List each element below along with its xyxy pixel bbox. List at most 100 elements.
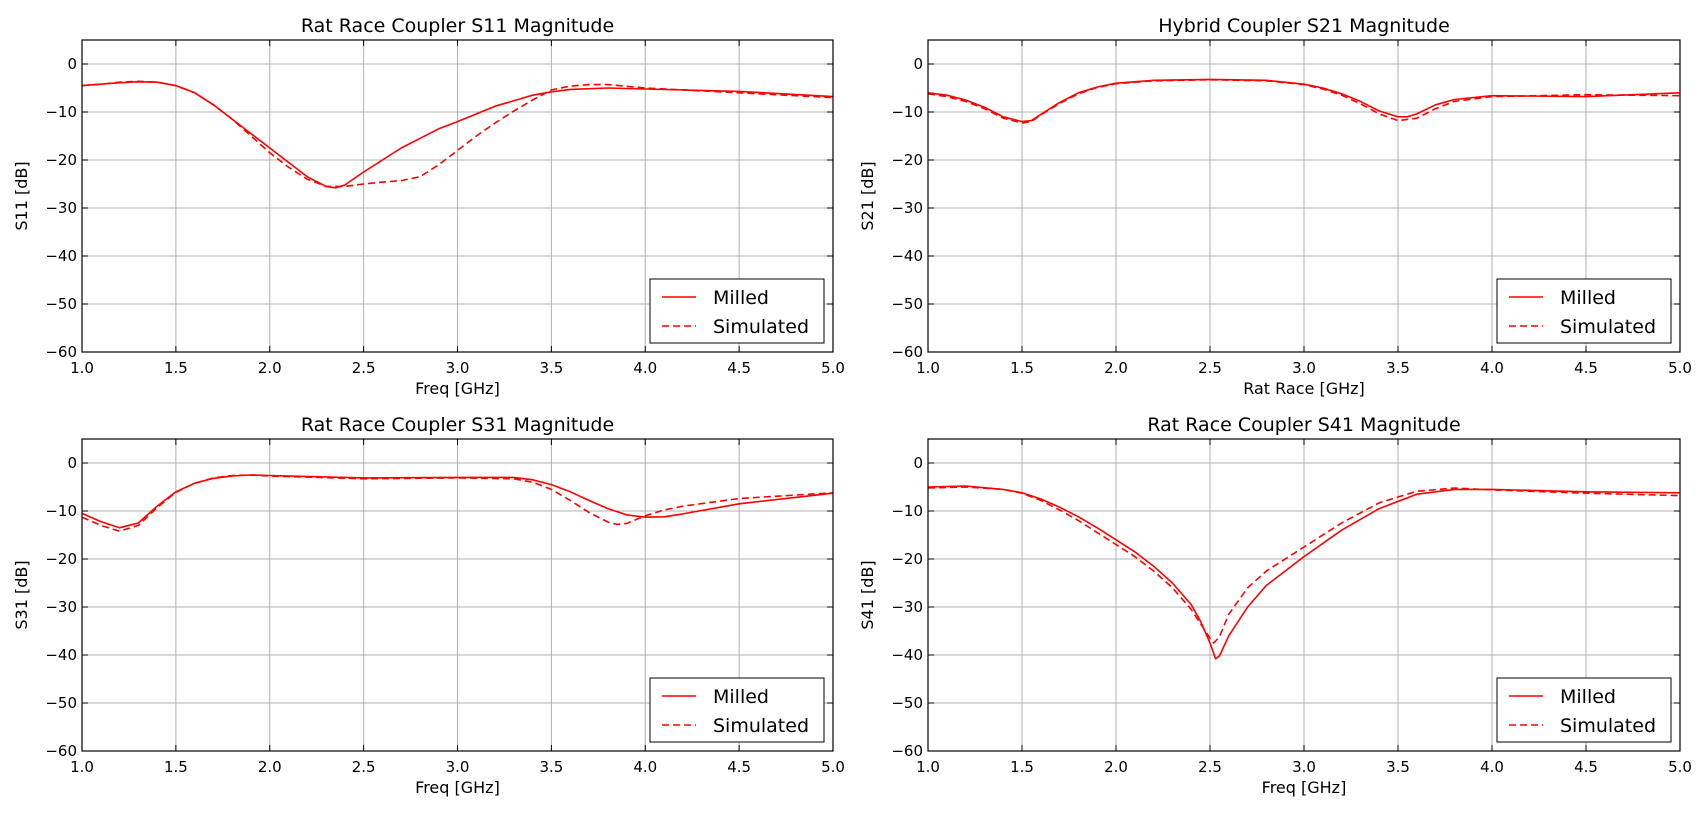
x-tick-label: 4.0 [1480, 359, 1504, 377]
chart-title: Rat Race Coupler S31 Magnitude [301, 414, 614, 436]
x-axis-label: Freq [GHz] [1262, 778, 1347, 797]
chart-title: Rat Race Coupler S41 Magnitude [1147, 414, 1460, 436]
x-tick-label: 2.0 [1104, 359, 1128, 377]
legend: Milled Simulated [649, 278, 825, 344]
series-line-milled [928, 485, 1680, 660]
legend-box [649, 278, 825, 344]
legend-box [649, 677, 825, 743]
legend: Milled Simulated [1496, 278, 1672, 344]
legend-label: Simulated [713, 316, 809, 338]
y-tick-label: −40 [891, 646, 923, 664]
x-tick-label: 3.5 [539, 359, 563, 377]
legend: Milled Simulated [649, 677, 825, 743]
y-axis-label: S11 [dB] [12, 161, 31, 230]
legend: Milled Simulated [1496, 677, 1672, 743]
x-tick-label: 4.5 [1574, 758, 1598, 776]
legend-label: Milled [713, 686, 769, 708]
x-axis-label: Rat Race [GHz] [1243, 379, 1365, 398]
x-tick-label: 4.5 [727, 758, 751, 776]
x-tick-label: 1.5 [164, 359, 188, 377]
y-tick-label: −40 [45, 646, 77, 664]
chart-title: Hybrid Coupler S21 Magnitude [1158, 15, 1450, 37]
y-tick-label: −60 [891, 742, 923, 760]
y-axis-label: S41 [dB] [858, 560, 877, 629]
y-tick-label: −20 [891, 151, 923, 169]
x-tick-label: 5.0 [1668, 359, 1692, 377]
x-tick-label: 3.0 [1292, 758, 1316, 776]
x-tick-label: 1.0 [916, 758, 940, 776]
y-axis-label: S31 [dB] [12, 560, 31, 629]
x-tick-label: 5.0 [821, 359, 845, 377]
chart-panel-1: 1.0 1.5 2.0 2.5 3.0 3.5 4.0 4.5 5.0 0 −10 −20 −30 −40… [12, 15, 845, 398]
legend-label: Simulated [713, 715, 809, 737]
y-tick-label: −30 [891, 199, 923, 217]
y-tick-label: −60 [891, 343, 923, 361]
x-tick-label: 3.0 [446, 359, 470, 377]
axes-frame [81, 438, 834, 752]
y-tick-label: 0 [67, 55, 77, 73]
y-tick-label: 0 [67, 454, 77, 472]
y-tick-label: −20 [45, 550, 77, 568]
y-tick-label: 0 [913, 454, 923, 472]
x-tick-label: 4.0 [633, 758, 657, 776]
axes-frame [927, 39, 1681, 353]
legend-label: Milled [1560, 287, 1616, 309]
axes-frame [927, 438, 1681, 752]
x-tick-label: 3.5 [539, 758, 563, 776]
x-tick-label: 4.0 [633, 359, 657, 377]
x-tick-label: 2.0 [258, 758, 282, 776]
legend-label: Simulated [1560, 316, 1656, 338]
axes-frame [81, 39, 834, 353]
y-tick-label: −10 [45, 502, 77, 520]
x-tick-label: 3.0 [1292, 359, 1316, 377]
x-tick-label: 3.0 [446, 758, 470, 776]
x-tick-label: 4.5 [1574, 359, 1598, 377]
y-tick-label: −20 [891, 550, 923, 568]
y-tick-label: −40 [891, 247, 923, 265]
x-tick-label: 1.5 [164, 758, 188, 776]
y-tick-label: −10 [891, 502, 923, 520]
y-tick-label: −50 [45, 694, 77, 712]
y-tick-label: −10 [45, 103, 77, 121]
chart-title: Rat Race Coupler S11 Magnitude [301, 15, 614, 37]
x-tick-label: 3.5 [1386, 359, 1410, 377]
x-tick-label: 5.0 [1668, 758, 1692, 776]
series-line-simulated [928, 486, 1680, 644]
series-line-milled [82, 474, 833, 529]
x-axis-label: Freq [GHz] [415, 778, 500, 797]
y-tick-label: −60 [45, 742, 77, 760]
legend-label: Simulated [1560, 715, 1656, 737]
y-tick-label: −50 [45, 295, 77, 313]
legend-label: Milled [713, 287, 769, 309]
y-tick-label: −10 [891, 103, 923, 121]
y-axis-label: S21 [dB] [858, 161, 877, 230]
y-tick-label: −50 [891, 694, 923, 712]
x-tick-label: 4.5 [727, 359, 751, 377]
x-tick-label: 1.5 [1010, 758, 1034, 776]
y-tick-label: −40 [45, 247, 77, 265]
x-tick-label: 2.5 [352, 359, 376, 377]
x-tick-label: 2.0 [1104, 758, 1128, 776]
legend-label: Milled [1560, 686, 1616, 708]
legend-box [1496, 278, 1672, 344]
x-tick-label: 1.0 [70, 758, 94, 776]
x-tick-label: 2.5 [1198, 359, 1222, 377]
legend-box [1496, 677, 1672, 743]
x-tick-label: 4.0 [1480, 758, 1504, 776]
x-tick-label: 1.0 [70, 359, 94, 377]
y-tick-label: −50 [891, 295, 923, 313]
x-tick-label: 2.5 [1198, 758, 1222, 776]
series-line-simulated [82, 474, 833, 532]
x-tick-label: 2.0 [258, 359, 282, 377]
y-tick-label: −30 [45, 598, 77, 616]
x-tick-label: 2.5 [352, 758, 376, 776]
x-tick-label: 3.5 [1386, 758, 1410, 776]
y-tick-label: −60 [45, 343, 77, 361]
y-tick-label: −20 [45, 151, 77, 169]
chart-panel-4: 1.0 1.5 2.0 2.5 3.0 3.5 4.0 4.5 5.0 0 −10 −20 −30 −40… [858, 414, 1692, 797]
series-line-simulated [82, 80, 833, 188]
y-tick-label: 0 [913, 55, 923, 73]
chart-panel-2: 1.0 1.5 2.0 2.5 3.0 3.5 4.0 4.5 5.0 0 −10 −20 −30 −40… [858, 15, 1692, 398]
x-tick-label: 1.0 [916, 359, 940, 377]
